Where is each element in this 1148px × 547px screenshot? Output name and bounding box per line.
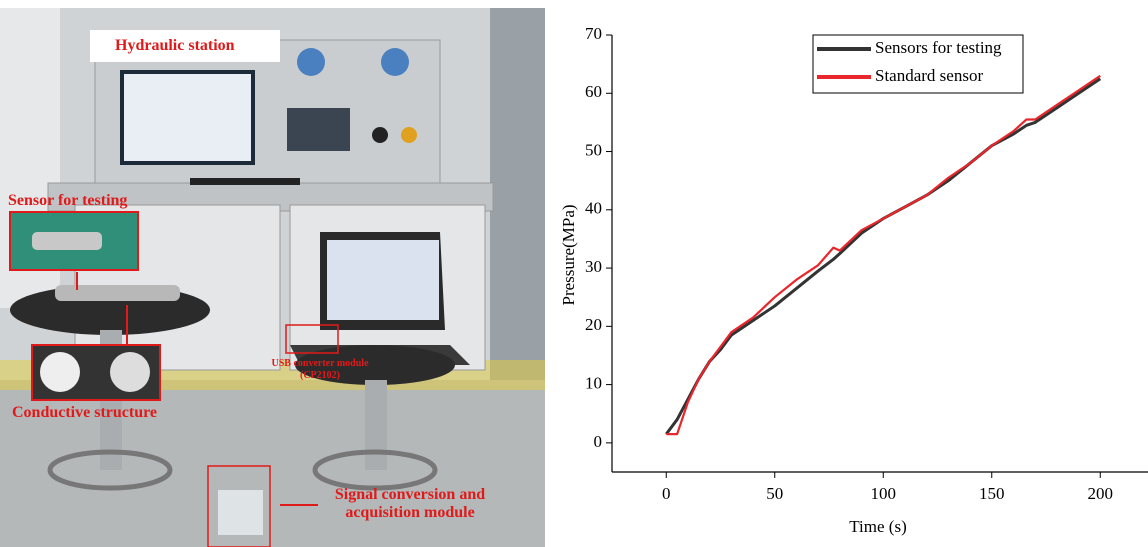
cabinet-side xyxy=(490,8,545,388)
y-tick-label: 0 xyxy=(594,432,603,451)
photo-label: Hydraulic station xyxy=(115,37,235,54)
connector xyxy=(40,352,80,392)
photo xyxy=(0,8,545,547)
stool-ring xyxy=(312,449,438,491)
y-tick-label: 70 xyxy=(585,24,602,43)
x-tick-label: 200 xyxy=(1088,484,1114,503)
chart: Time (s) Pressure(MPa) 0 10 20 30 40 50 60 70 0 5… xyxy=(559,24,1148,536)
stool-leg xyxy=(365,380,387,470)
monitor-screen xyxy=(124,74,251,161)
keyboard xyxy=(190,178,300,185)
photo-label: Conductive structure xyxy=(12,404,158,421)
y-tick-label: 30 xyxy=(585,257,602,276)
x-tick-label: 100 xyxy=(871,484,897,503)
photo-label: Sensor for testing xyxy=(8,192,128,209)
y-tick-label: 40 xyxy=(585,199,602,218)
laptop-screen xyxy=(327,240,439,320)
inset-sensor-body xyxy=(32,232,102,250)
gauge xyxy=(297,48,325,76)
x-tick-label: 150 xyxy=(979,484,1005,503)
series-line xyxy=(665,77,1102,436)
switch xyxy=(401,127,417,143)
x-tick-label: 0 xyxy=(662,484,671,503)
legend-box xyxy=(812,34,1024,94)
photo-label: Signal conversion and acquisition module xyxy=(334,486,486,521)
sensor-body xyxy=(55,285,180,301)
legend-label: Sensors for testing xyxy=(875,38,1002,57)
series-line xyxy=(666,74,1101,436)
photo-label: USB converter module (CP2102) xyxy=(271,358,369,381)
switch xyxy=(372,127,388,143)
legend-label: Standard sensor xyxy=(875,66,983,85)
connector xyxy=(110,352,150,392)
gauge xyxy=(381,48,409,76)
y-tick-label: 50 xyxy=(585,140,602,159)
touch-panel xyxy=(287,108,350,151)
y-tick-label: 20 xyxy=(585,315,602,334)
stool-ring xyxy=(47,449,173,491)
floor xyxy=(0,380,545,547)
x-axis-label: Time (s) xyxy=(849,517,906,536)
y-axis-label: Pressure(MPa) xyxy=(559,204,578,305)
module-box xyxy=(207,465,271,547)
module-container xyxy=(218,490,263,535)
y-tick-label: 10 xyxy=(585,374,602,393)
x-tick-label: 50 xyxy=(766,484,783,503)
title-box xyxy=(90,30,280,62)
usb-box xyxy=(285,324,339,354)
y-tick-label: 60 xyxy=(585,82,602,101)
stool-seat xyxy=(295,345,455,385)
